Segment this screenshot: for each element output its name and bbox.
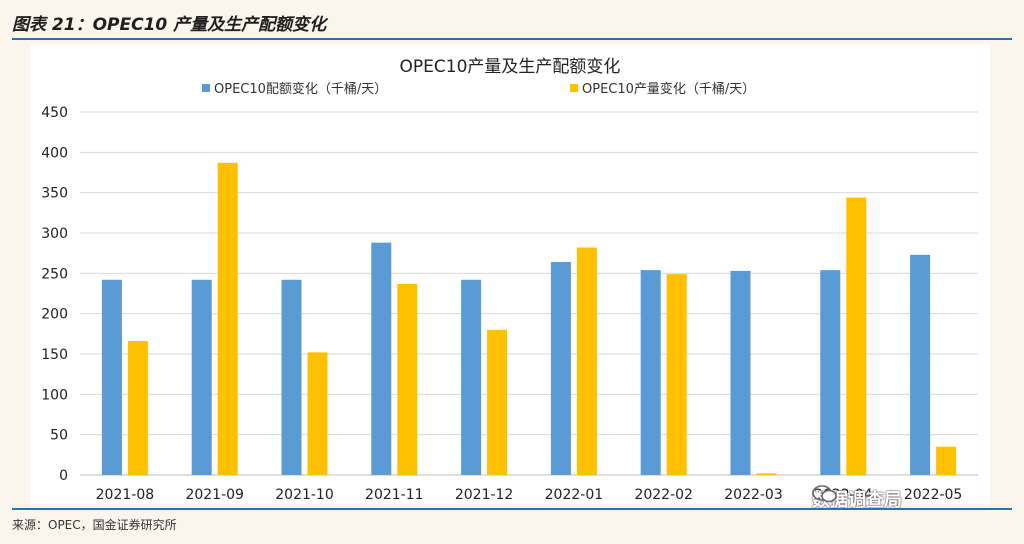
source-text: 来源：OPEC，国金证券研究所	[12, 518, 177, 532]
x-tick-label: 2021-08	[96, 487, 155, 503]
bar	[127, 341, 148, 475]
legend-swatch	[570, 84, 578, 92]
legend-swatch	[202, 84, 210, 92]
y-tick-label: 400	[41, 145, 68, 161]
bar	[820, 270, 841, 475]
bar	[640, 270, 661, 475]
bar	[910, 254, 931, 475]
figure-header: 图表 21：OPEC10 产量及生产配额变化	[12, 8, 1012, 40]
bar	[101, 279, 122, 475]
y-tick-label: 450	[41, 105, 68, 121]
y-tick-label: 150	[41, 347, 68, 363]
y-tick-label: 300	[41, 226, 68, 242]
x-tick-label: 2021-10	[275, 487, 334, 503]
wechat-icon	[812, 485, 837, 503]
bar	[217, 162, 238, 475]
x-tick-label: 2021-09	[185, 487, 244, 503]
bar	[550, 262, 571, 475]
bar	[936, 446, 957, 475]
bar-chart: OPEC10产量及生产配额变化 OPEC10配额变化（千桶/天） OPEC10产量变…	[41, 57, 978, 503]
y-tick-label: 100	[41, 387, 68, 403]
bar	[461, 279, 482, 475]
chart-title: OPEC10产量及生产配额变化	[400, 57, 621, 77]
x-tick-label: 2022-03	[724, 487, 783, 503]
y-tick-label: 0	[59, 468, 68, 484]
bar	[576, 247, 597, 475]
x-tick-label: 2021-11	[365, 487, 424, 503]
bar	[846, 197, 867, 476]
bar	[487, 329, 508, 475]
bar	[371, 242, 392, 475]
bar	[281, 279, 302, 475]
legend-label: OPEC10配额变化（千桶/天）	[214, 81, 387, 97]
x-tick-label: 2022-05	[904, 487, 963, 503]
figure-title: 图表 21：OPEC10 产量及生产配额变化	[12, 15, 327, 35]
bar	[730, 270, 751, 475]
x-tick-label: 2021-12	[455, 487, 514, 503]
bar	[397, 283, 418, 475]
y-tick-label: 50	[50, 428, 68, 444]
y-tick-label: 200	[41, 307, 68, 323]
y-tick-label: 250	[41, 266, 68, 282]
watermark: 数据调查局	[812, 484, 902, 514]
bar	[191, 279, 212, 475]
bar	[756, 473, 777, 475]
bar	[307, 352, 328, 475]
x-tick-label: 2022-01	[545, 487, 604, 503]
chart-panel: OPEC10产量及生产配额变化 OPEC10配额变化（千桶/天） OPEC10产量变…	[30, 44, 990, 506]
y-tick-label: 350	[41, 186, 68, 202]
x-tick-label: 2022-02	[634, 487, 693, 503]
source-footer: 来源：OPEC，国金证券研究所	[12, 508, 1012, 536]
legend-label: OPEC10产量变化（千桶/天）	[582, 81, 755, 97]
bar	[666, 274, 687, 475]
